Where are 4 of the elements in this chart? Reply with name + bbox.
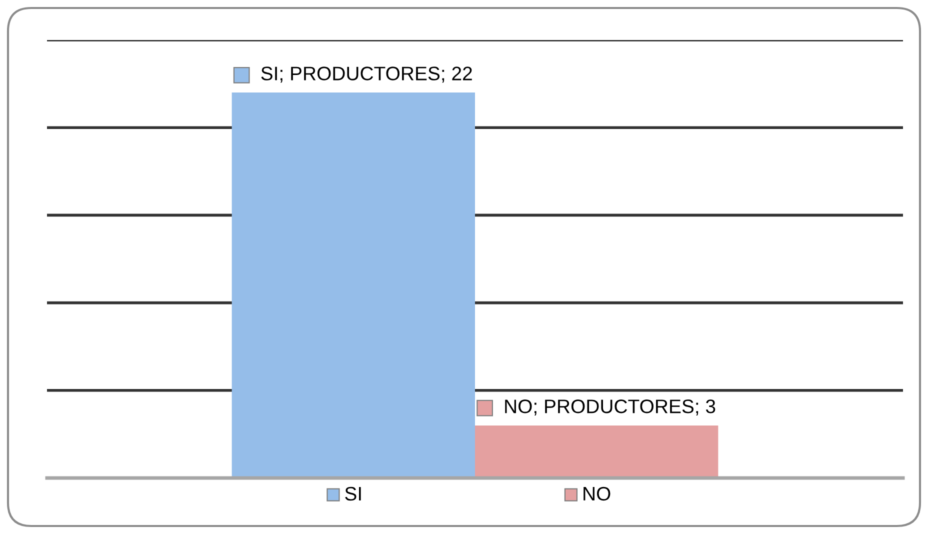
x-tick-label: NO bbox=[584, 486, 610, 501]
x-tick-label: SI bbox=[345, 486, 361, 501]
data-label: SI; PRODUCTORES; 22 bbox=[261, 66, 472, 83]
data-label: NO; PRODUCTORES; 3 bbox=[505, 399, 716, 416]
